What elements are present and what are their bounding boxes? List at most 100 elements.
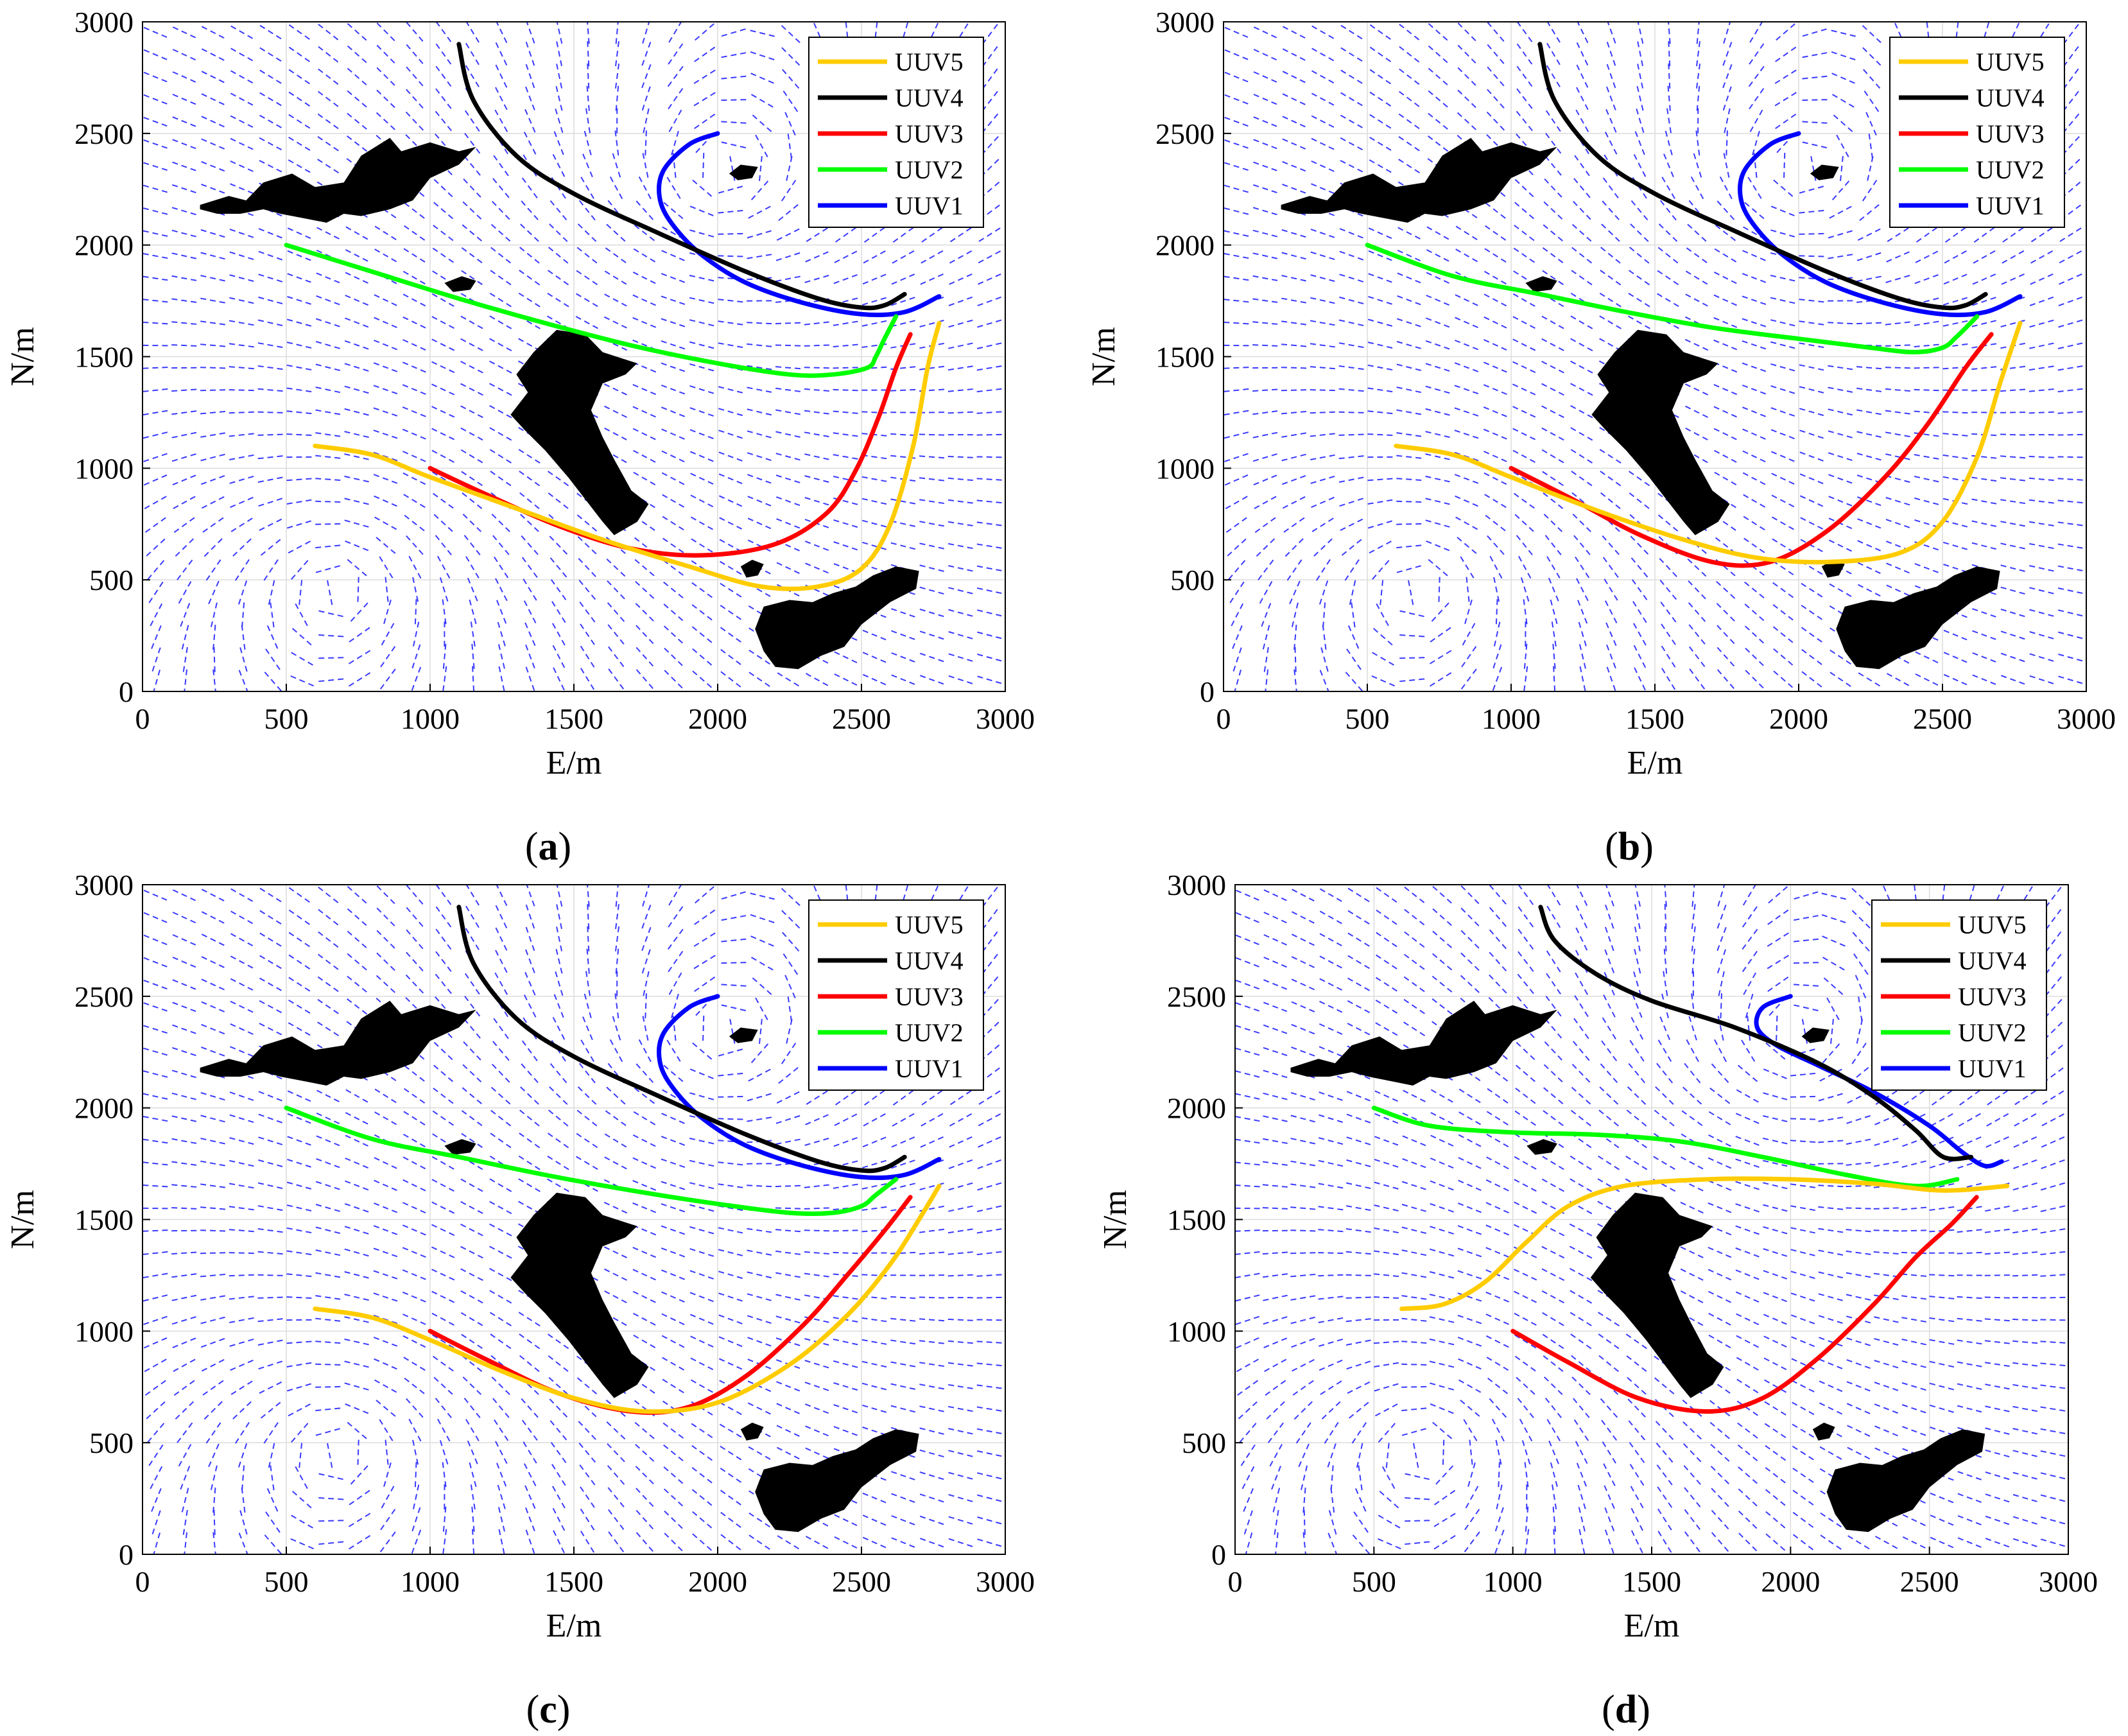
current-vector bbox=[1516, 65, 1535, 90]
current-vector bbox=[404, 202, 428, 221]
current-vector bbox=[1369, 24, 1394, 42]
current-vector bbox=[1637, 22, 1645, 48]
current-vector bbox=[2000, 477, 2029, 482]
current-vector bbox=[833, 1360, 861, 1369]
current-vector bbox=[586, 85, 591, 114]
current-vector bbox=[775, 409, 804, 416]
current-vector bbox=[1401, 1295, 1430, 1301]
current-vector bbox=[1820, 1512, 1845, 1529]
current-vector bbox=[718, 451, 746, 463]
current-vector bbox=[495, 64, 509, 91]
current-vector bbox=[948, 318, 976, 328]
current-vector bbox=[518, 1155, 543, 1172]
current-vector bbox=[1397, 227, 1424, 241]
current-vector bbox=[1224, 26, 1252, 39]
current-vector bbox=[1460, 623, 1476, 648]
current-vector bbox=[1224, 366, 1252, 369]
current-vector bbox=[747, 1185, 775, 1188]
current-vector bbox=[1628, 293, 1653, 309]
current-vector bbox=[1322, 599, 1326, 628]
current-vector bbox=[492, 535, 512, 558]
current-vector bbox=[1735, 1113, 1762, 1125]
current-vector bbox=[552, 623, 567, 648]
current-vector bbox=[263, 1419, 281, 1444]
x-tick-label: 1000 bbox=[401, 702, 460, 735]
current-vector bbox=[348, 1465, 368, 1488]
panel-caption: (b) bbox=[1605, 825, 1654, 869]
current-vector bbox=[1657, 1531, 1674, 1554]
current-vector bbox=[1291, 1337, 1319, 1348]
current-vector bbox=[919, 1362, 947, 1367]
current-vector bbox=[1367, 433, 1396, 437]
current-vector bbox=[779, 885, 800, 907]
islands bbox=[200, 1000, 919, 1532]
current-vector bbox=[177, 1419, 195, 1443]
current-vector bbox=[861, 1182, 890, 1190]
current-vector bbox=[489, 315, 515, 331]
current-vector bbox=[720, 1511, 744, 1530]
current-vector bbox=[173, 1357, 198, 1372]
current-vector bbox=[976, 587, 1005, 595]
current-vector bbox=[1576, 885, 1589, 909]
current-vector bbox=[921, 248, 946, 264]
current-vector bbox=[210, 599, 219, 627]
current-vector bbox=[1281, 367, 1310, 369]
current-vector bbox=[632, 384, 659, 397]
current-vector bbox=[1828, 29, 1856, 37]
current-vector bbox=[2029, 499, 2057, 505]
current-vector bbox=[344, 475, 372, 483]
current-vector bbox=[638, 176, 653, 202]
current-vector bbox=[1457, 1247, 1485, 1258]
current-vector bbox=[1634, 131, 1647, 159]
current-vector bbox=[143, 1161, 171, 1166]
current-vector bbox=[1818, 892, 1846, 900]
current-vector bbox=[1985, 1538, 2012, 1549]
current-vector bbox=[718, 320, 747, 326]
current-vector bbox=[1772, 113, 1797, 131]
current-vector bbox=[748, 1534, 773, 1552]
current-vector bbox=[315, 564, 343, 573]
current-vector bbox=[1252, 275, 1281, 282]
current-vector bbox=[891, 1493, 919, 1504]
current-vector bbox=[1318, 1206, 1347, 1211]
current-vector bbox=[315, 341, 343, 351]
current-vector bbox=[184, 666, 188, 691]
current-vector bbox=[1516, 1376, 1538, 1397]
current-vector bbox=[494, 556, 510, 581]
current-vector bbox=[662, 537, 687, 555]
y-tick-label: 3000 bbox=[74, 6, 134, 39]
current-vector bbox=[549, 535, 570, 557]
current-vector bbox=[1293, 666, 1297, 691]
current-vector bbox=[1958, 1111, 1984, 1127]
current-vector bbox=[1426, 272, 1453, 286]
current-vector bbox=[976, 521, 1005, 527]
current-vector bbox=[890, 319, 919, 327]
current-vector bbox=[200, 343, 229, 347]
current-vector bbox=[632, 406, 659, 419]
current-vector bbox=[344, 363, 372, 373]
current-vector bbox=[890, 498, 919, 505]
current-vector bbox=[1575, 905, 1589, 932]
current-vector bbox=[259, 160, 285, 174]
current-vector bbox=[229, 251, 257, 261]
y-tick-label: 0 bbox=[119, 675, 134, 708]
current-vector bbox=[981, 973, 1001, 997]
current-vector bbox=[1235, 957, 1263, 969]
current-vector bbox=[1340, 160, 1366, 174]
current-vector bbox=[1984, 1251, 2013, 1255]
current-vector bbox=[1298, 1440, 1311, 1468]
current-vector bbox=[2000, 388, 2029, 392]
current-vector bbox=[1224, 139, 1252, 150]
current-vector bbox=[1819, 1402, 1846, 1416]
current-vector bbox=[462, 201, 484, 222]
current-vector bbox=[1484, 451, 1510, 464]
current-vector bbox=[435, 43, 454, 67]
current-vector bbox=[1790, 915, 1819, 922]
current-vector bbox=[1376, 1488, 1399, 1509]
current-vector bbox=[1914, 497, 1942, 507]
current-vector bbox=[2029, 388, 2057, 392]
current-vector bbox=[1627, 1398, 1648, 1420]
current-vector bbox=[1281, 275, 1310, 282]
current-vector bbox=[1741, 972, 1756, 998]
current-vector bbox=[1602, 200, 1622, 223]
